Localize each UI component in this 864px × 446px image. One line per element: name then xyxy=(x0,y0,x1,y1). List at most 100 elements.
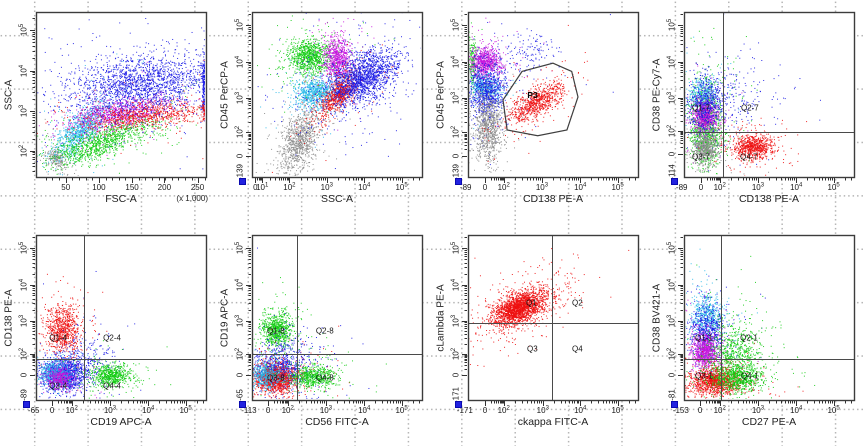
x-tick-label: 102 xyxy=(497,405,510,415)
quadrant-label-q4-8[interactable]: Q4-8 xyxy=(315,373,334,383)
x-tick-label: 103 xyxy=(103,405,117,415)
x-tick-label: 104 xyxy=(142,405,155,415)
x-axis-label: SSC-A xyxy=(320,193,354,205)
tick-exponent: 2 xyxy=(18,347,25,352)
quadrant-label-q3-7[interactable]: Q3-7 xyxy=(691,152,710,162)
quadrant-label-q3-4[interactable]: Q3-4 xyxy=(49,381,68,391)
tick-exponent: 4 xyxy=(366,182,371,189)
tick-exponent: 4 xyxy=(666,55,673,59)
y-tick-label: 104 xyxy=(450,278,461,291)
quadrant-label-q2-1[interactable]: Q2-1 xyxy=(740,333,758,343)
y-tick-label: 105 xyxy=(18,242,29,255)
quadrant-label-q3[interactable]: Q3 xyxy=(526,344,538,354)
quadrant-label-q3-8[interactable]: Q3-8 xyxy=(266,373,285,383)
plot-cd38-vs-cd138[interactable]: -89 0 102 103 104 105 -114 0 102 103 104 105 CD138 P… xyxy=(648,0,864,223)
scatter-canvas-cd45-vs-cd138[interactable] xyxy=(432,0,648,223)
quadrant-label-q2-4[interactable]: Q2-4 xyxy=(103,333,121,343)
x-tick-label: 102 xyxy=(281,405,294,415)
quadrant-label-q1-4[interactable]: Q1-4 xyxy=(49,333,68,343)
plot-cd45-vs-ssc[interactable]: 0 101 102 103 104 105 -139 0 102 103 104 105 SSC-A CD… xyxy=(216,0,432,223)
scatter-canvas-cd38-vs-cd138[interactable] xyxy=(648,0,864,223)
y-tick-label: 103 xyxy=(234,91,245,104)
scatter-canvas-cd19-vs-cd56[interactable] xyxy=(216,223,432,446)
offscale-indicator xyxy=(239,178,246,185)
x-tick-label: 101 xyxy=(256,182,269,192)
y-tick-label: 102 xyxy=(450,126,461,139)
tick-exponent: 4 xyxy=(798,405,803,412)
tick-exponent: 5 xyxy=(18,242,25,246)
tick-exponent: 3 xyxy=(666,314,673,319)
plot-cd138-vs-cd19[interactable]: -65 0 102 103 104 105 -89 0 102 103 104 105 CD19 APC… xyxy=(0,223,216,446)
x-axis-label: CD56 FITC-A xyxy=(305,416,369,428)
x-tick-label: 103 xyxy=(320,182,333,192)
scatter-canvas-cd138-vs-cd19[interactable] xyxy=(0,223,216,446)
tick-exponent: 5 xyxy=(836,405,840,412)
tick-exponent: 2 xyxy=(450,347,457,352)
x-axis-scale-note: (x 1,000) xyxy=(176,194,208,203)
y-tick-label: 104 xyxy=(666,278,677,291)
gate-label-p3[interactable]: P3 xyxy=(527,89,538,100)
x-axis-label: FSC-A xyxy=(105,193,137,205)
x-tick-label: 105 xyxy=(827,182,840,192)
plot-cd38-vs-cd27[interactable]: -153 0 102 103 104 105 -81 0 102 103 104 105 CD27 PE… xyxy=(648,223,864,446)
tick-exponent: 5 xyxy=(404,182,408,189)
scatter-canvas-cd38-vs-cd27[interactable] xyxy=(648,223,864,446)
quadrant-label-q1-7[interactable]: Q1-7 xyxy=(691,103,710,113)
quadrant-label-q4-4[interactable]: Q4-4 xyxy=(103,381,121,391)
y-tick-label: 104 xyxy=(666,55,677,68)
scatter-canvas-ssc-vs-fsc[interactable] xyxy=(0,0,216,223)
tick-exponent: 2 xyxy=(506,182,510,189)
plot-cd19-vs-cd56[interactable]: -113 0 102 103 104 105 -65 0 102 103 104 105 CD56 FI… xyxy=(216,223,432,446)
y-axis-label: CD45 PerCP-A xyxy=(435,60,447,129)
scatter-canvas-clambda-vs-ckappa[interactable] xyxy=(432,223,648,446)
tick-exponent: 5 xyxy=(450,242,457,246)
plot-ssc-vs-fsc[interactable]: 50 100 150 200 250 102 103 104 105 FSC-A SSC-A (x 1… xyxy=(0,0,216,223)
x-tick-label: 0 xyxy=(49,406,55,415)
x-tick-label: 0 xyxy=(253,183,258,192)
tick-exponent: 5 xyxy=(18,24,25,28)
y-tick-label: 103 xyxy=(18,314,29,327)
quadrant-label-q4-1[interactable]: Q4-1 xyxy=(740,371,759,381)
y-tick-label: 104 xyxy=(450,55,461,68)
tick-exponent: 3 xyxy=(329,182,333,189)
tick-exponent: 2 xyxy=(292,182,296,189)
quadrant-label-q2[interactable]: Q2 xyxy=(572,298,583,308)
quadrant-label-q1-1[interactable]: Q1-1 xyxy=(695,333,713,343)
x-tick-label: 105 xyxy=(611,405,624,415)
x-tick-label: 102 xyxy=(283,182,296,192)
plot-cd45-vs-cd138[interactable]: -89 0 102 103 104 105 -139 0 102 103 104 105 CD138 P… xyxy=(432,0,648,223)
x-tick-label: 105 xyxy=(395,405,408,415)
tick-exponent: 4 xyxy=(234,55,241,59)
y-tick-label: 0 xyxy=(235,373,245,378)
tick-exponent: 2 xyxy=(722,182,726,189)
quadrant-label-q4-7[interactable]: Q4-7 xyxy=(740,152,758,162)
tick-exponent: 4 xyxy=(666,278,673,282)
y-tick-label: 0 xyxy=(667,373,677,378)
quadrant-label-q2-7[interactable]: Q2-7 xyxy=(740,103,759,113)
quadrant-label-q4[interactable]: Q4 xyxy=(572,344,583,354)
x-tick-label: 250 xyxy=(190,183,205,192)
y-tick-label: 102 xyxy=(666,124,677,137)
tick-exponent: 5 xyxy=(666,242,673,246)
offscale-indicator xyxy=(671,401,678,408)
tick-exponent: 3 xyxy=(450,91,457,96)
offscale-indicator xyxy=(239,401,246,408)
plot-clambda-vs-ckappa[interactable]: -171 0 102 103 104 105 -171 0 102 103 104 105 ckappa… xyxy=(432,223,648,446)
tick-exponent: 4 xyxy=(234,278,241,282)
x-tick-label: 104 xyxy=(790,182,803,192)
x-tick-label: 105 xyxy=(611,182,624,192)
quadrant-label-q1-8[interactable]: Q1-8 xyxy=(266,326,285,336)
y-tick-label: 103 xyxy=(666,91,677,104)
tick-exponent: 5 xyxy=(234,19,241,23)
x-tick-label: 0 xyxy=(698,183,704,192)
quadrant-label-q3-1[interactable]: Q3-1 xyxy=(695,371,713,381)
tick-exponent: 4 xyxy=(582,182,587,189)
scatter-canvas-cd45-vs-ssc[interactable] xyxy=(216,0,432,223)
quadrant-label-q1[interactable]: Q1 xyxy=(525,298,537,308)
quadrant-label-q2-8[interactable]: Q2-8 xyxy=(315,326,334,336)
x-tick-label: 102 xyxy=(713,405,726,415)
tick-exponent: 5 xyxy=(188,405,192,412)
tick-exponent: 3 xyxy=(112,405,117,412)
y-tick-label: 0 xyxy=(235,153,245,158)
